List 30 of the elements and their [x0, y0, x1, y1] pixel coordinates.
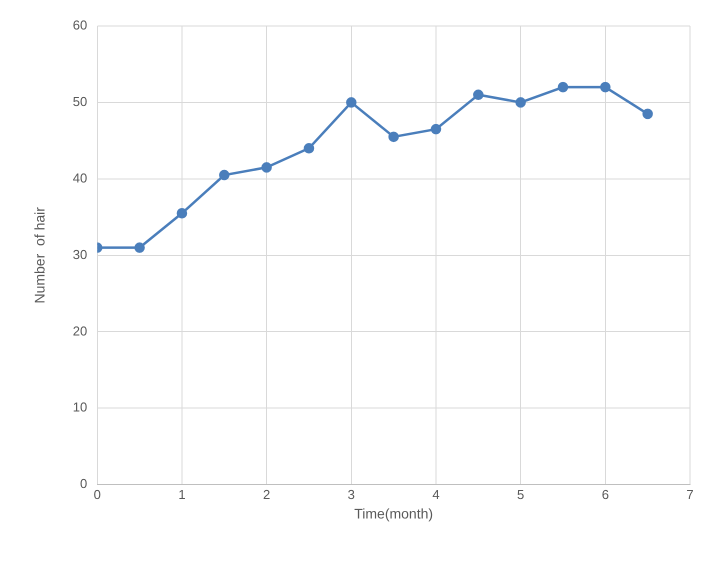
point [430, 124, 442, 134]
point [134, 242, 145, 253]
point [304, 143, 314, 154]
y-tick-label: 60 [72, 18, 88, 33]
point [515, 97, 526, 108]
point [219, 170, 230, 180]
point [261, 162, 272, 173]
point [473, 90, 484, 100]
x-tick-label: 0 [94, 486, 101, 502]
point [558, 82, 568, 92]
point [642, 108, 653, 120]
y-tick-label: 20 [72, 323, 88, 338]
x-tick-label: 6 [602, 486, 609, 502]
y-tick-label: 0 [80, 476, 88, 492]
point [388, 132, 399, 142]
x-tick-label: 5 [517, 486, 524, 502]
y-tick-label: 40 [72, 170, 88, 186]
x-tick-label: 4 [432, 486, 440, 502]
point [346, 97, 357, 108]
y-tick-label: 50 [72, 94, 88, 110]
x-axis-title: Time(month) [354, 505, 434, 522]
y-tick-label: 10 [72, 400, 88, 415]
y-tick-label: 30 [72, 246, 88, 262]
point [600, 82, 611, 92]
x-tick-label: 1 [178, 486, 186, 502]
x-tick-label: 2 [262, 486, 270, 502]
x-tick-label: 3 [348, 486, 355, 502]
point [176, 208, 188, 219]
x-tick-label: 7 [686, 486, 694, 502]
y-axis-title: Number of hair [31, 206, 48, 304]
